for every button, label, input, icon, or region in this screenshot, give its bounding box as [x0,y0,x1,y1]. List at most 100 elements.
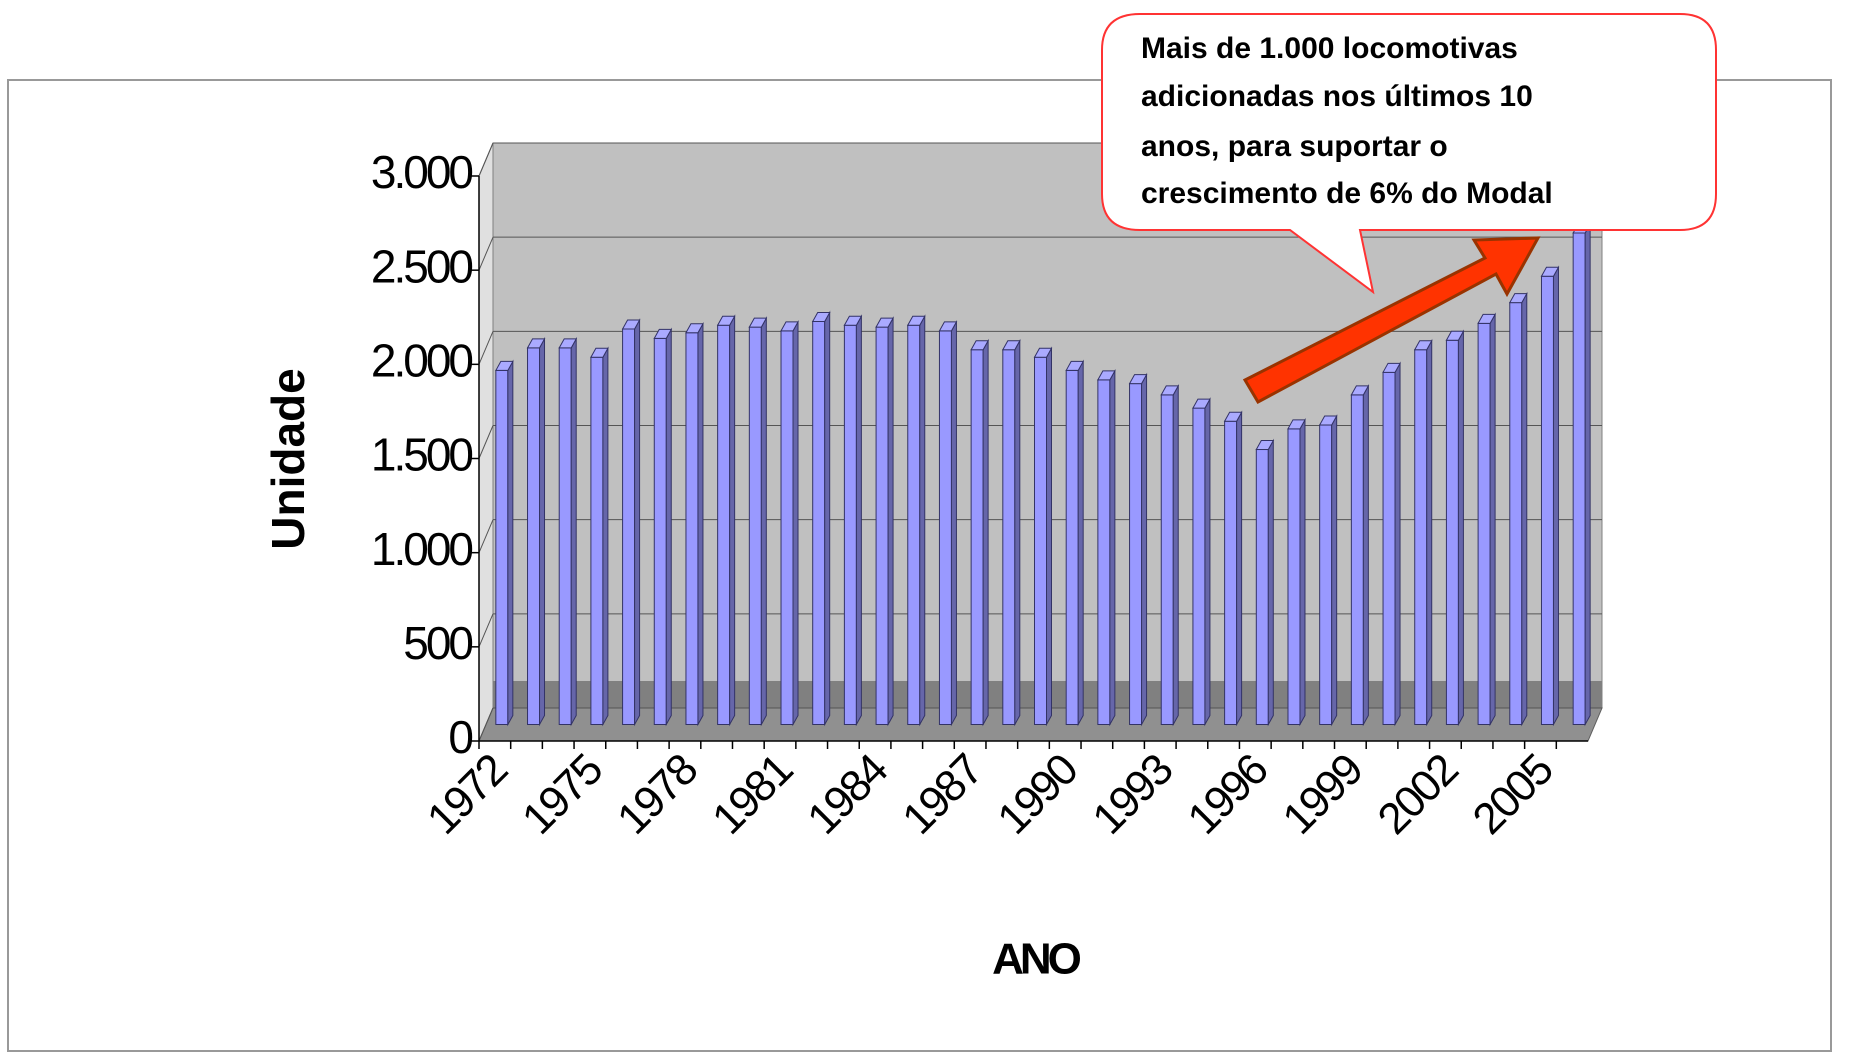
bar [1001,338,1021,727]
bar [590,346,609,727]
bar-side [1267,438,1274,727]
bar-top [780,321,799,332]
bar-side [665,327,672,727]
bar-front [907,324,921,725]
bar-front [1129,383,1143,725]
bar-side [887,316,894,727]
bar-top [875,317,894,328]
bar-side [1014,338,1021,727]
bar-top [748,317,768,328]
annotation-line: anos, para suportar o [1141,130,1448,163]
bar-top [1255,440,1275,451]
bar-front [748,326,762,725]
bar-front [1477,322,1491,725]
bar-front [1255,449,1269,725]
bar-top [1287,419,1306,430]
bar-top [811,311,831,322]
bar [1445,329,1465,727]
bar-top [621,319,641,330]
bar [811,310,831,727]
bar [1508,291,1528,727]
bar-side [1552,265,1559,727]
bar-top [1318,415,1338,426]
bar-top [938,321,958,332]
bar [1287,417,1306,727]
bar-front [685,332,699,725]
bar-top [1508,293,1528,304]
bar-front [1192,407,1206,725]
bar [906,314,926,727]
bar-side [1457,329,1464,727]
bar-side [507,359,514,727]
bar [685,321,704,727]
bar-top [1382,362,1401,373]
bar-front [1287,428,1301,725]
bar-top [1128,374,1148,385]
bar-side [1077,359,1084,727]
bar [1223,410,1243,727]
bar [1097,368,1116,727]
bar [621,318,641,727]
bar [938,319,958,727]
bar-side [539,336,546,727]
bar-side [1046,346,1052,727]
bar-top [1065,360,1085,371]
bar-front [622,328,636,725]
bar [1160,383,1180,727]
bar-side [697,321,704,727]
bar-top [1001,340,1021,351]
grid-line-side [478,425,494,459]
y-tick-label: 1.500 [371,429,473,481]
bar-top [494,360,514,371]
arrow [1242,236,1541,405]
bar-side [1299,417,1306,727]
bar-top [1477,313,1496,324]
bar-side [824,310,831,727]
bar-side [919,314,926,727]
bar-front [843,324,857,725]
bar [1350,383,1370,727]
bar-top [1413,340,1433,351]
bar-side [855,314,862,727]
bar-front [558,347,572,725]
bar-side [982,338,989,727]
bar-side [634,318,641,727]
bar [1318,414,1338,727]
grid-line-side [478,519,494,553]
bar-front [717,324,731,725]
bar-top [906,315,926,326]
bar-side [792,319,799,727]
bar-side [1426,338,1433,727]
bar-front [1065,369,1079,725]
grid-line-side [478,142,494,177]
bar-front [812,320,826,725]
bar-top [1097,370,1116,381]
grid-line-side [478,236,494,271]
bar-top [1033,347,1053,358]
bar-top [843,315,863,326]
bar-front [1002,349,1016,725]
bar-top [1192,398,1211,409]
bar-top [1223,411,1243,422]
grid-line-side [478,613,494,648]
bar-side [1362,383,1369,727]
callout [1101,13,1717,295]
bar-top [653,328,673,339]
bar-front [1319,424,1333,725]
bar [1540,265,1560,727]
bar [716,314,736,727]
bar-top [1540,266,1560,277]
bar-front [875,326,889,725]
y-tick-label: 0 [448,711,472,763]
bar-side [1584,222,1591,727]
bar-front [1445,339,1459,725]
bar-top [970,340,989,351]
bar-front [1034,356,1047,725]
bar-top [590,347,609,358]
bar-top [1445,330,1465,341]
bar [748,316,768,727]
bar [526,336,546,727]
bar-side [1172,383,1179,727]
bar-front [1382,371,1396,725]
